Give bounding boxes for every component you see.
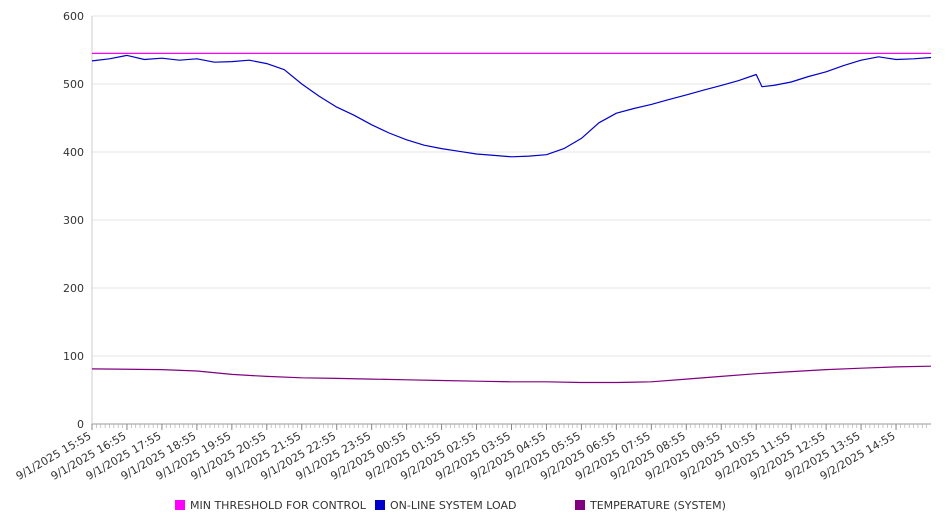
y-tick-label: 500 (63, 78, 84, 91)
legend-item: ON-LINE SYSTEM LOAD (375, 497, 516, 513)
legend-item: TEMPERATURE (SYSTEM) (575, 497, 726, 513)
legend-label: ON-LINE SYSTEM LOAD (390, 498, 517, 512)
legend-swatch (575, 500, 585, 510)
series-line-2 (91, 54, 932, 158)
y-tick-label: 200 (63, 282, 84, 295)
legend-item: MIN THRESHOLD FOR CONTROL (175, 497, 366, 513)
y-tick-label: 400 (63, 146, 84, 159)
y-tick-label: 100 (63, 350, 84, 363)
legend-label: MIN THRESHOLD FOR CONTROL (190, 498, 366, 512)
y-tick-label: 0 (77, 418, 84, 431)
y-tick-label: 300 (63, 214, 84, 227)
chart-legend: MIN THRESHOLD FOR CONTROL ON-LINE SYSTEM … (0, 497, 946, 515)
y-tick-label: 600 (63, 10, 84, 23)
legend-swatch (375, 500, 385, 510)
legend-label: TEMPERATURE (SYSTEM) (590, 498, 726, 512)
legend-swatch (175, 500, 185, 510)
series-line-3 (91, 365, 932, 384)
